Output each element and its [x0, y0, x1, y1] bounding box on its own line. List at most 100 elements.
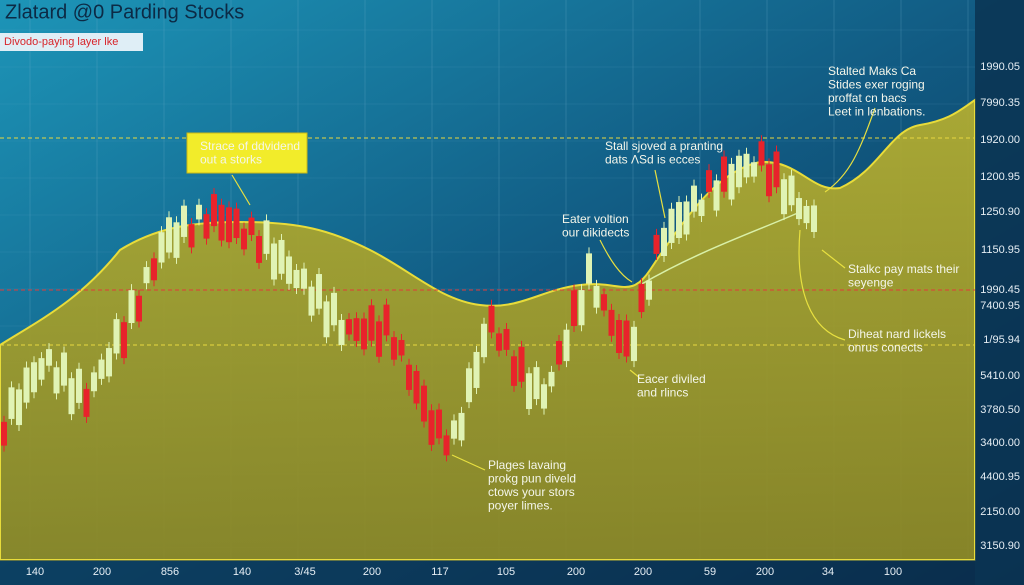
candle-body	[443, 435, 450, 456]
candle-body	[638, 283, 645, 313]
candle-body	[608, 309, 615, 336]
candle-body	[241, 228, 247, 250]
x-axis-label: 105	[497, 566, 515, 578]
candle-body	[616, 320, 622, 353]
x-axis-label: 140	[26, 566, 44, 578]
candle-body	[226, 207, 232, 243]
y-axis-label: 3150.90	[980, 540, 1020, 552]
annotation: Strace of ddvidend	[200, 139, 300, 153]
y-axis-label: 4400.95	[980, 471, 1020, 483]
candle-body	[398, 339, 405, 356]
annotation: Stides exer roging	[828, 78, 925, 92]
x-axis-label: 100	[884, 566, 902, 578]
y-axis-label: 1920.00	[980, 134, 1020, 146]
candle-body	[361, 318, 367, 350]
candle-body	[8, 387, 15, 419]
candle-body	[728, 163, 735, 200]
y-axis-label: 3780.50	[980, 404, 1020, 416]
candle-body	[376, 321, 382, 357]
candle-body	[496, 333, 502, 351]
trend-line	[639, 211, 801, 286]
candle-body	[773, 151, 780, 188]
x-axis-label: 200	[567, 566, 585, 578]
candle-body	[713, 180, 720, 211]
x-axis-label: 200	[634, 566, 652, 578]
candle-body	[661, 227, 667, 257]
candle-body	[203, 214, 210, 239]
candle-body	[211, 194, 217, 227]
annotation: Leet in lenbations.	[828, 105, 925, 119]
candle-body	[76, 368, 82, 403]
title: Zlatard @0 Parding Stocks	[5, 1, 244, 23]
y-axis-label: 1250.90	[980, 206, 1020, 218]
candle-body	[53, 367, 60, 394]
candle-body	[571, 290, 577, 326]
candle-body	[98, 359, 105, 379]
candle-body	[263, 220, 270, 254]
y-axis-label: 1200.95	[980, 171, 1020, 183]
candle-body	[691, 185, 697, 212]
candle-body	[181, 205, 187, 237]
x-axis-label: 200	[756, 566, 774, 578]
candle-body	[91, 372, 97, 392]
annotation: Eacer diviled	[637, 372, 706, 386]
candle-body	[428, 410, 435, 445]
candle-body	[481, 323, 487, 358]
candle-body	[218, 204, 225, 241]
x-axis-label: 200	[93, 566, 111, 578]
annotation: ctows your stors	[488, 485, 575, 499]
candle-body	[631, 326, 637, 362]
candle-body	[278, 239, 285, 274]
candle-body	[158, 232, 165, 263]
y-axis-label: 7990.35	[980, 97, 1020, 109]
candle-body	[736, 155, 742, 188]
annotation: Plages lavaing	[488, 458, 566, 472]
candle-body	[451, 420, 457, 439]
candle-body	[368, 305, 375, 341]
candle-body	[46, 349, 52, 366]
x-axis-label: 34	[822, 566, 834, 578]
candle-body	[31, 362, 37, 393]
candle-body	[503, 328, 510, 350]
y-axis-label: 1/95.94	[983, 334, 1020, 346]
candle-body	[548, 371, 555, 387]
candle-body	[706, 170, 712, 192]
candle-body	[128, 290, 135, 324]
candle-body	[676, 202, 682, 239]
annotation: poyer limes.	[488, 499, 553, 513]
x-axis-label: 200	[363, 566, 381, 578]
candle-body	[796, 198, 802, 220]
candle-body	[61, 352, 67, 386]
candle-body	[353, 318, 360, 341]
candle-body	[563, 329, 570, 362]
candle-body	[391, 337, 397, 360]
candle-body	[526, 373, 532, 410]
candle-body	[323, 301, 330, 338]
y-axis-label: 1150.95	[981, 244, 1020, 256]
y-axis-label: 1990.45	[980, 284, 1020, 296]
candle-body	[106, 348, 112, 377]
candle-body	[458, 412, 465, 441]
candle-body	[653, 234, 660, 254]
annotation: Stalted Maks Ca	[828, 64, 916, 78]
x-axis-label: 3/45	[294, 566, 315, 578]
x-axis-label: 856	[161, 566, 179, 578]
candle-body	[601, 294, 607, 311]
x-axis-panel	[0, 560, 975, 585]
annotation: dats ΛSd is ecces	[605, 153, 700, 167]
candle-body	[511, 356, 517, 386]
candle-body	[248, 217, 255, 235]
candle-body	[151, 258, 157, 281]
candle-body	[683, 201, 690, 235]
candle-body	[256, 236, 262, 263]
candle-body	[421, 385, 427, 422]
candle-body	[293, 269, 300, 289]
y-axis-label: 2150.00	[980, 506, 1020, 518]
candle-body	[668, 208, 675, 243]
candle-body	[406, 364, 412, 390]
annotation: Stalkc pay mats their	[848, 262, 959, 276]
candle-body	[38, 358, 45, 380]
candles	[1, 135, 817, 462]
candle-body	[286, 256, 292, 284]
